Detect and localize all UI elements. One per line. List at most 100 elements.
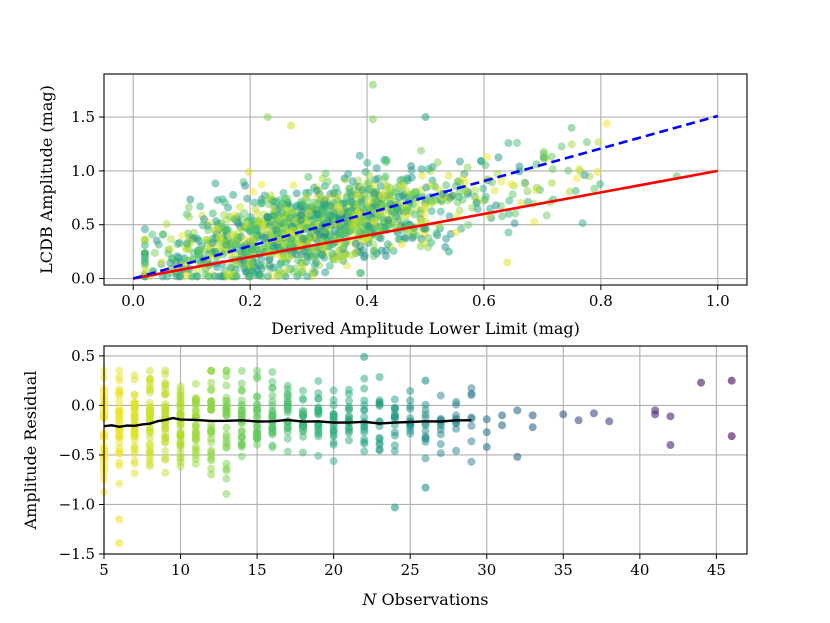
bottom-data-point: [329, 412, 338, 421]
bottom-data-point: [360, 352, 369, 361]
top-data-point: [310, 260, 319, 269]
top-data-point: [304, 172, 313, 181]
bottom-data-point: [176, 432, 185, 441]
top-data-point: [355, 268, 364, 277]
bottom-y-tick-label: −0.5: [59, 446, 95, 464]
top-data-point: [454, 192, 463, 201]
top-data-point: [247, 218, 256, 227]
top-data-point: [230, 215, 239, 224]
top-data-point: [259, 225, 268, 234]
bottom-data-point: [283, 381, 292, 390]
top-data-point: [427, 207, 436, 216]
bottom-data-point: [207, 470, 216, 479]
top-data-point: [293, 272, 302, 281]
top-data-point: [168, 254, 177, 263]
top-data-point: [578, 219, 587, 228]
bottom-data-point: [421, 413, 430, 422]
bottom-data-point: [329, 427, 338, 436]
bottom-data-point: [283, 447, 292, 456]
top-data-point: [162, 220, 171, 229]
bottom-axes-frame: [103, 345, 748, 555]
top-data-point: [471, 186, 480, 195]
bottom-data-point: [299, 432, 308, 441]
bottom-data-point: [268, 423, 277, 432]
top-data-point: [300, 247, 309, 256]
bottom-data-point: [115, 407, 124, 416]
bottom-data-point: [314, 409, 323, 418]
top-data-point: [372, 164, 381, 173]
bottom-data-point: [207, 451, 216, 460]
bottom-data-point: [237, 379, 246, 388]
top-data-point: [421, 113, 430, 122]
top-data-point: [565, 187, 574, 196]
top-data-point: [298, 266, 307, 275]
top-data-point: [194, 236, 203, 245]
bottom-data-point: [145, 406, 154, 415]
top-data-point: [370, 216, 379, 225]
bottom-data-point: [360, 396, 369, 405]
top-data-point: [309, 253, 318, 262]
bottom-data-point: [421, 432, 430, 441]
bottom-data-point: [130, 442, 139, 451]
top-data-point: [241, 235, 250, 244]
top-data-point: [401, 206, 410, 215]
bottom-data-point: [651, 410, 660, 419]
bottom-data-point: [482, 415, 491, 424]
bottom-data-point: [482, 443, 491, 452]
top-data-point: [276, 269, 285, 278]
bottom-data-point: [390, 441, 399, 450]
top-data-point: [340, 174, 349, 183]
bottom-data-point: [115, 458, 124, 467]
top-data-point: [357, 198, 366, 207]
top-data-point: [410, 210, 419, 219]
bottom-data-point: [344, 436, 353, 445]
top-data-point: [248, 225, 257, 234]
top-data-point: [516, 198, 525, 207]
top-data-point: [221, 225, 230, 234]
bottom-data-point: [145, 385, 154, 394]
bottom-data-point: [406, 405, 415, 414]
top-data-point: [336, 207, 345, 216]
top-data-point: [511, 209, 520, 218]
bottom-data-point: [176, 443, 185, 452]
top-data-point: [157, 258, 166, 267]
top-panel: 0.0 0.2 0.4 0.6 0.8 1.0 0.0 0.5 1.0 1.5 Derived A…: [37, 73, 748, 338]
bottom-data-point: [421, 454, 430, 463]
bottom-data-point: [360, 428, 369, 437]
top-data-point: [444, 171, 453, 180]
top-data-point: [365, 185, 374, 194]
bottom-data-point: [314, 426, 323, 435]
top-data-point: [575, 165, 584, 174]
top-data-point: [263, 272, 272, 281]
top-data-point: [184, 203, 193, 212]
top-line-one-to-one: [132, 169, 719, 280]
top-data-point: [432, 229, 441, 238]
top-data-point: [338, 254, 347, 263]
bottom-data-point: [176, 454, 185, 463]
bottom-data-point: [344, 396, 353, 405]
top-data-point: [211, 217, 220, 226]
top-data-point: [504, 139, 513, 148]
top-data-point: [532, 186, 541, 195]
top-data-point: [287, 121, 296, 130]
top-data-point: [363, 158, 372, 167]
top-data-point: [580, 171, 589, 180]
top-data-point: [571, 186, 580, 195]
bottom-data-point: [498, 411, 507, 420]
bottom-data-point: [375, 446, 384, 455]
top-data-point: [257, 198, 266, 207]
bottom-x-tick-label: 40: [630, 561, 649, 579]
bottom-data-point: [176, 386, 185, 395]
bottom-data-point: [207, 386, 216, 395]
top-data-point: [442, 181, 451, 190]
top-data-point: [371, 187, 380, 196]
bottom-data-point: [130, 406, 139, 415]
bottom-data-point: [436, 440, 445, 449]
top-data-point: [257, 180, 266, 189]
top-data-point: [321, 268, 330, 277]
bottom-data-point: [482, 428, 491, 437]
bottom-data-point: [130, 435, 139, 444]
bottom-data-point: [283, 399, 292, 408]
bottom-x-tick-label: 15: [248, 561, 267, 579]
